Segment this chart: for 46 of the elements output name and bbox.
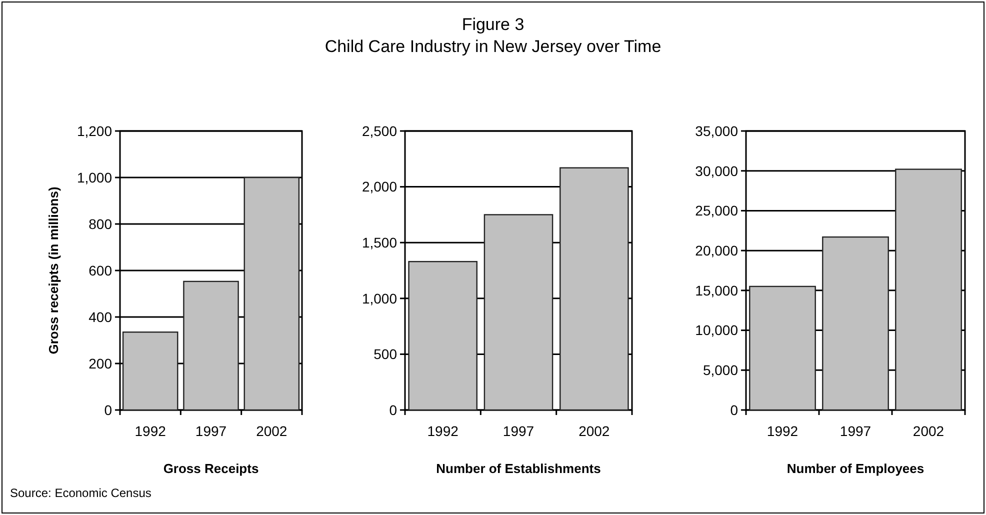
x-tick-label: 2002: [912, 423, 944, 439]
bar: [408, 260, 478, 411]
y-tick-label: 500: [374, 346, 398, 362]
x-axis-title: Number of Employees: [786, 461, 924, 476]
x-tick-label: 1992: [134, 423, 166, 439]
bar: [822, 236, 889, 411]
x-axis-title: Number of Establishments: [436, 461, 601, 476]
bar: [484, 214, 554, 411]
chart-title: Figure 3: [462, 15, 524, 34]
y-tick-label: 0: [104, 402, 112, 418]
y-tick-label: 20,000: [695, 242, 738, 258]
bar: [560, 167, 629, 411]
bar: [895, 168, 962, 411]
y-tick-label: 400: [88, 308, 112, 325]
y-tick-label: 5,000: [702, 362, 738, 378]
y-tick-label: 1,000: [362, 290, 398, 306]
y-tick-label: 10,000: [695, 322, 738, 338]
y-tick-label: 600: [88, 262, 112, 278]
x-axis-title: Gross Receipts: [163, 461, 259, 476]
y-tick-label: 1,000: [76, 169, 112, 186]
y-tick-label: 0: [389, 402, 398, 418]
y-tick-label: 2,000: [362, 178, 398, 195]
x-tick-label: 1992: [766, 423, 798, 439]
x-tick-label: 2002: [578, 423, 610, 439]
x-tick-label: 1997: [840, 423, 872, 439]
y-tick-label: 15,000: [695, 282, 738, 298]
x-tick-label: 1997: [195, 423, 227, 439]
bar: [122, 332, 178, 411]
y-tick-label: 200: [88, 355, 112, 372]
y-tick-label: 1,500: [362, 234, 398, 250]
y-tick-label: 0: [730, 402, 738, 418]
chart-subtitle: Child Care Industry in New Jersey over Time: [324, 37, 662, 56]
x-tick-label: 1997: [502, 423, 534, 439]
y-tick-label: 30,000: [695, 162, 738, 179]
y-axis-title: Gross receipts (in millions): [46, 186, 61, 354]
y-tick-label: 1,200: [76, 122, 112, 139]
x-tick-label: 2002: [256, 423, 288, 439]
y-tick-label: 25,000: [695, 202, 738, 219]
y-tick-label: 35,000: [695, 122, 738, 139]
bar: [183, 280, 239, 411]
bar: [749, 286, 816, 411]
bar: [244, 176, 300, 411]
x-tick-label: 1992: [427, 423, 459, 439]
source-note: Source: Economic Census: [10, 486, 152, 500]
y-tick-label: 2,500: [362, 122, 398, 139]
y-tick-label: 800: [88, 216, 112, 232]
